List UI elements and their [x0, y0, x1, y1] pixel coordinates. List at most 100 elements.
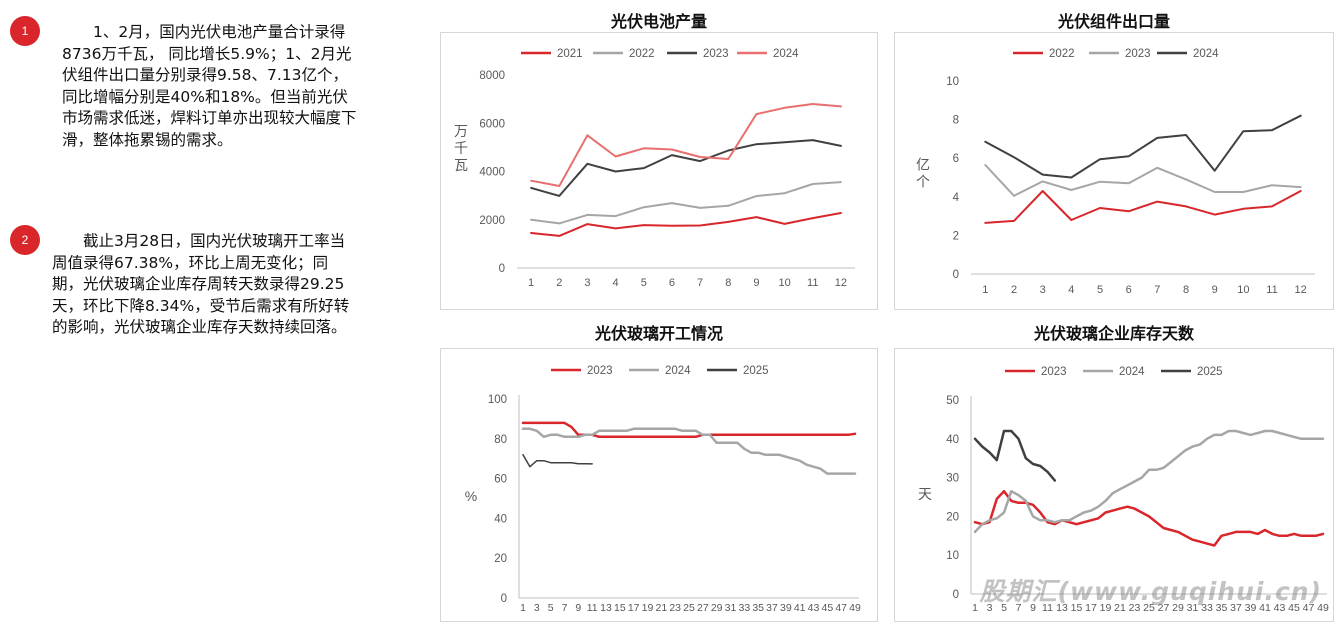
y-tick-label: 2 — [953, 230, 959, 242]
x-tick-label: 1 — [972, 602, 978, 614]
y-tick-label: 10 — [946, 550, 959, 562]
x-tick-label: 10 — [1237, 284, 1249, 296]
series-line-2022 — [984, 190, 1302, 224]
note-2-text: 截止3月28日，国内光伏玻璃开工率当周值录得67.38%，环比上周无变化；同期，… — [52, 232, 350, 336]
x-tick-label: 35 — [1216, 602, 1228, 614]
chart-title-glass-operating-rate: 光伏玻璃开工情况 — [594, 324, 723, 343]
x-tick-label: 12 — [835, 277, 847, 289]
x-tick-label: 5 — [1001, 602, 1007, 614]
x-tick-label: 19 — [642, 602, 654, 614]
x-tick-label: 7 — [562, 602, 568, 614]
watermark: 股期汇(www.guqihui.cn) — [979, 577, 1322, 606]
x-tick-label: 11 — [1042, 602, 1053, 614]
x-tick-label: 12 — [1295, 284, 1307, 296]
x-tick-label: 29 — [711, 602, 723, 614]
chart-panel-glass-operating-rate: 0 20 40 60 80 100 1 3 5 7 9 11 13 15 17 19 21 23 25 27 29 31 3… — [440, 348, 878, 622]
x-tick-label: 31 — [725, 602, 737, 614]
y-tick-label: 60 — [494, 474, 507, 486]
y-axis-label: 天 — [918, 486, 932, 502]
series-line-2023 — [973, 489, 1325, 547]
note-2-number-badge: 2 — [10, 225, 40, 255]
chart-panel-module-export: 0 2 4 6 8 10 1 2 3 4 5 6 7 8 9 10 11 12 亿个 2022 2023 2024 — [894, 32, 1334, 310]
x-tick-label: 49 — [849, 602, 861, 614]
legend-label-2023: 2023 — [587, 365, 613, 377]
x-tick-label: 3 — [584, 277, 590, 289]
x-tick-label: 15 — [1071, 602, 1083, 614]
y-tick-label: 40 — [946, 434, 959, 446]
y-tick-label: 20 — [946, 511, 959, 523]
note-1-text: 1、2月，国内光伏电池产量合计录得8736万千瓦， 同比增长5.9%；1、2月光… — [62, 23, 357, 149]
x-tick-label: 8 — [1183, 284, 1189, 296]
series-line-2024 — [521, 427, 857, 475]
chart-panel-cell-output: 0 2000 4000 6000 8000 1 2 3 4 5 6 7 8 9 10 11 12 万千瓦 2021 2… — [440, 32, 878, 310]
x-tick-label: 21 — [1114, 602, 1126, 614]
x-tick-label: 23 — [669, 602, 681, 614]
x-tick-label: 25 — [683, 602, 695, 614]
series-line-2022 — [530, 181, 842, 225]
x-tick-label: 37 — [766, 602, 778, 614]
legend-label-2024: 2024 — [1193, 48, 1219, 60]
x-tick-label: 35 — [752, 602, 764, 614]
x-tick-label: 39 — [1245, 602, 1257, 614]
x-tick-label: 41 — [1259, 602, 1271, 614]
y-tick-label: 50 — [946, 395, 959, 407]
legend-label-2023: 2023 — [1041, 366, 1067, 378]
y-axis-label: 亿个 — [916, 157, 930, 190]
x-tick-label: 11 — [587, 602, 598, 614]
y-tick-label: 4000 — [479, 167, 505, 179]
x-tick-label: 5 — [1097, 284, 1103, 296]
series-line-2023 — [530, 139, 842, 197]
series-line-2023 — [521, 421, 857, 439]
y-tick-label: 0 — [499, 263, 505, 275]
x-tick-label: 5 — [548, 602, 554, 614]
x-tick-label: 27 — [1158, 602, 1170, 614]
y-tick-label: 4 — [953, 192, 960, 204]
x-tick-label: 17 — [1085, 602, 1097, 614]
x-tick-label: 43 — [1274, 602, 1286, 614]
x-tick-label: 23 — [1129, 602, 1141, 614]
x-tick-label: 19 — [1100, 602, 1112, 614]
x-tick-label: 21 — [655, 602, 667, 614]
x-tick-label: 2 — [1011, 284, 1017, 296]
x-tick-label: 5 — [641, 277, 647, 289]
legend-label-2023: 2023 — [1125, 48, 1151, 60]
legend-label-2021: 2021 — [557, 48, 583, 60]
y-tick-label: 8 — [953, 115, 959, 127]
y-tick-label: 10 — [946, 76, 959, 88]
y-tick-label: 100 — [488, 394, 507, 406]
x-tick-label: 8 — [725, 277, 731, 289]
x-tick-label: 11 — [807, 277, 818, 289]
x-tick-label: 4 — [613, 277, 619, 289]
series-line-2023 — [984, 164, 1302, 197]
legend-label-2025: 2025 — [1197, 366, 1223, 378]
series-line-2024 — [530, 103, 842, 187]
x-tick-label: 2 — [556, 277, 562, 289]
x-tick-label: 9 — [1212, 284, 1218, 296]
series-line-2025 — [973, 429, 1057, 482]
series-line-2024 — [973, 429, 1325, 534]
series-line-2021 — [530, 212, 842, 237]
chart-title-module-export: 光伏组件出口量 — [1057, 12, 1170, 31]
x-tick-label: 49 — [1317, 602, 1329, 614]
x-tick-label: 9 — [1030, 602, 1036, 614]
y-tick-label: 30 — [946, 473, 959, 485]
y-tick-label: 20 — [494, 553, 507, 565]
series-line-2024 — [984, 114, 1302, 179]
x-tick-label: 10 — [778, 277, 790, 289]
series-line-2025 — [522, 453, 593, 468]
x-tick-label: 45 — [821, 602, 833, 614]
x-tick-label: 3 — [534, 602, 540, 614]
x-tick-label: 41 — [794, 602, 806, 614]
x-tick-label: 7 — [1154, 284, 1160, 296]
x-tick-label: 31 — [1187, 602, 1199, 614]
x-tick-label: 1 — [520, 602, 526, 614]
y-axis-label: % — [465, 488, 477, 504]
x-tick-label: 39 — [780, 602, 792, 614]
x-tick-label: 47 — [835, 602, 847, 614]
x-tick-label: 37 — [1230, 602, 1242, 614]
x-tick-label: 7 — [1016, 602, 1022, 614]
y-tick-label: 6000 — [479, 118, 505, 130]
y-tick-label: 2000 — [479, 215, 505, 227]
